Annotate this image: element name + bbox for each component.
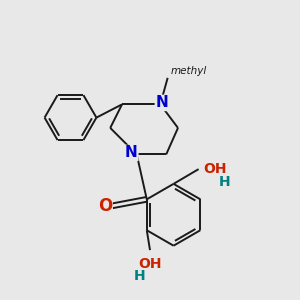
Text: O: O [98,197,112,215]
Text: OH: OH [138,257,162,272]
Text: OH: OH [203,162,226,176]
Text: N: N [125,146,138,160]
Text: H: H [134,269,146,283]
Text: N: N [155,95,168,110]
Text: H: H [219,176,231,189]
Text: methyl: methyl [171,66,207,76]
